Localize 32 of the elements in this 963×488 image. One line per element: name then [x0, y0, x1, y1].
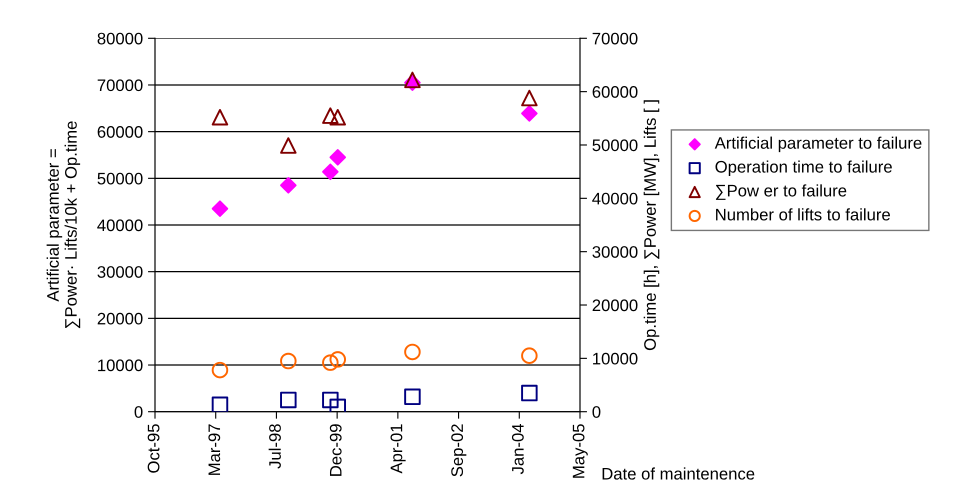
y-tick-label: 60000 — [98, 126, 143, 138]
y2-tick-label: 20000 — [592, 299, 638, 312]
y2-tick-label: 0 — [592, 406, 600, 418]
y2-tick-label: 60000 — [592, 86, 638, 98]
x-tick-label: Jan-04 — [512, 424, 524, 474]
x-tick-label: Mar-97 — [208, 424, 220, 475]
x-tick-label: Dec-99 — [330, 424, 342, 476]
legend-label: Artificial parameter to failure — [714, 136, 922, 152]
x-tick-label: May-05 — [572, 424, 588, 478]
y-tick-label: 70000 — [98, 79, 143, 92]
legend-label: Number of lifts to failure — [716, 208, 890, 221]
y2-tick-label: 30000 — [592, 246, 638, 258]
x-tick-label: Apr-01 — [390, 424, 406, 474]
x-tick-label: Oct-95 — [148, 424, 160, 473]
x-tick-label: Sep-02 — [451, 424, 466, 476]
legend-label: ∑Pow er to failure — [716, 184, 846, 200]
y-axis-title: Artificial parameter = ∑Power· Lifts/10k + Op.time — [46, 121, 80, 328]
y-tick-label: 0 — [134, 406, 143, 418]
y-tick-label: 80000 — [98, 32, 143, 45]
y2-tick-label: 10000 — [593, 352, 638, 365]
y2-tick-label: 50000 — [592, 139, 638, 152]
y-tick-label: 20000 — [98, 312, 143, 325]
x-axis-title: Date of maintenence — [602, 467, 754, 480]
y2-tick-label: 70000 — [592, 32, 638, 45]
legend-label: Operation time to failure — [715, 160, 892, 176]
x-tick-label: Jul-98 — [268, 424, 281, 469]
y2-tick-label: 40000 — [592, 192, 638, 205]
y2-axis-title: Op.time [h], ∑Power [MW], Lifts [ ] — [644, 100, 660, 350]
y-tick-label: 10000 — [98, 359, 143, 372]
y-tick-label: 50000 — [98, 172, 143, 185]
y-tick-label: 40000 — [97, 219, 143, 232]
y-tick-label: 30000 — [97, 266, 143, 278]
